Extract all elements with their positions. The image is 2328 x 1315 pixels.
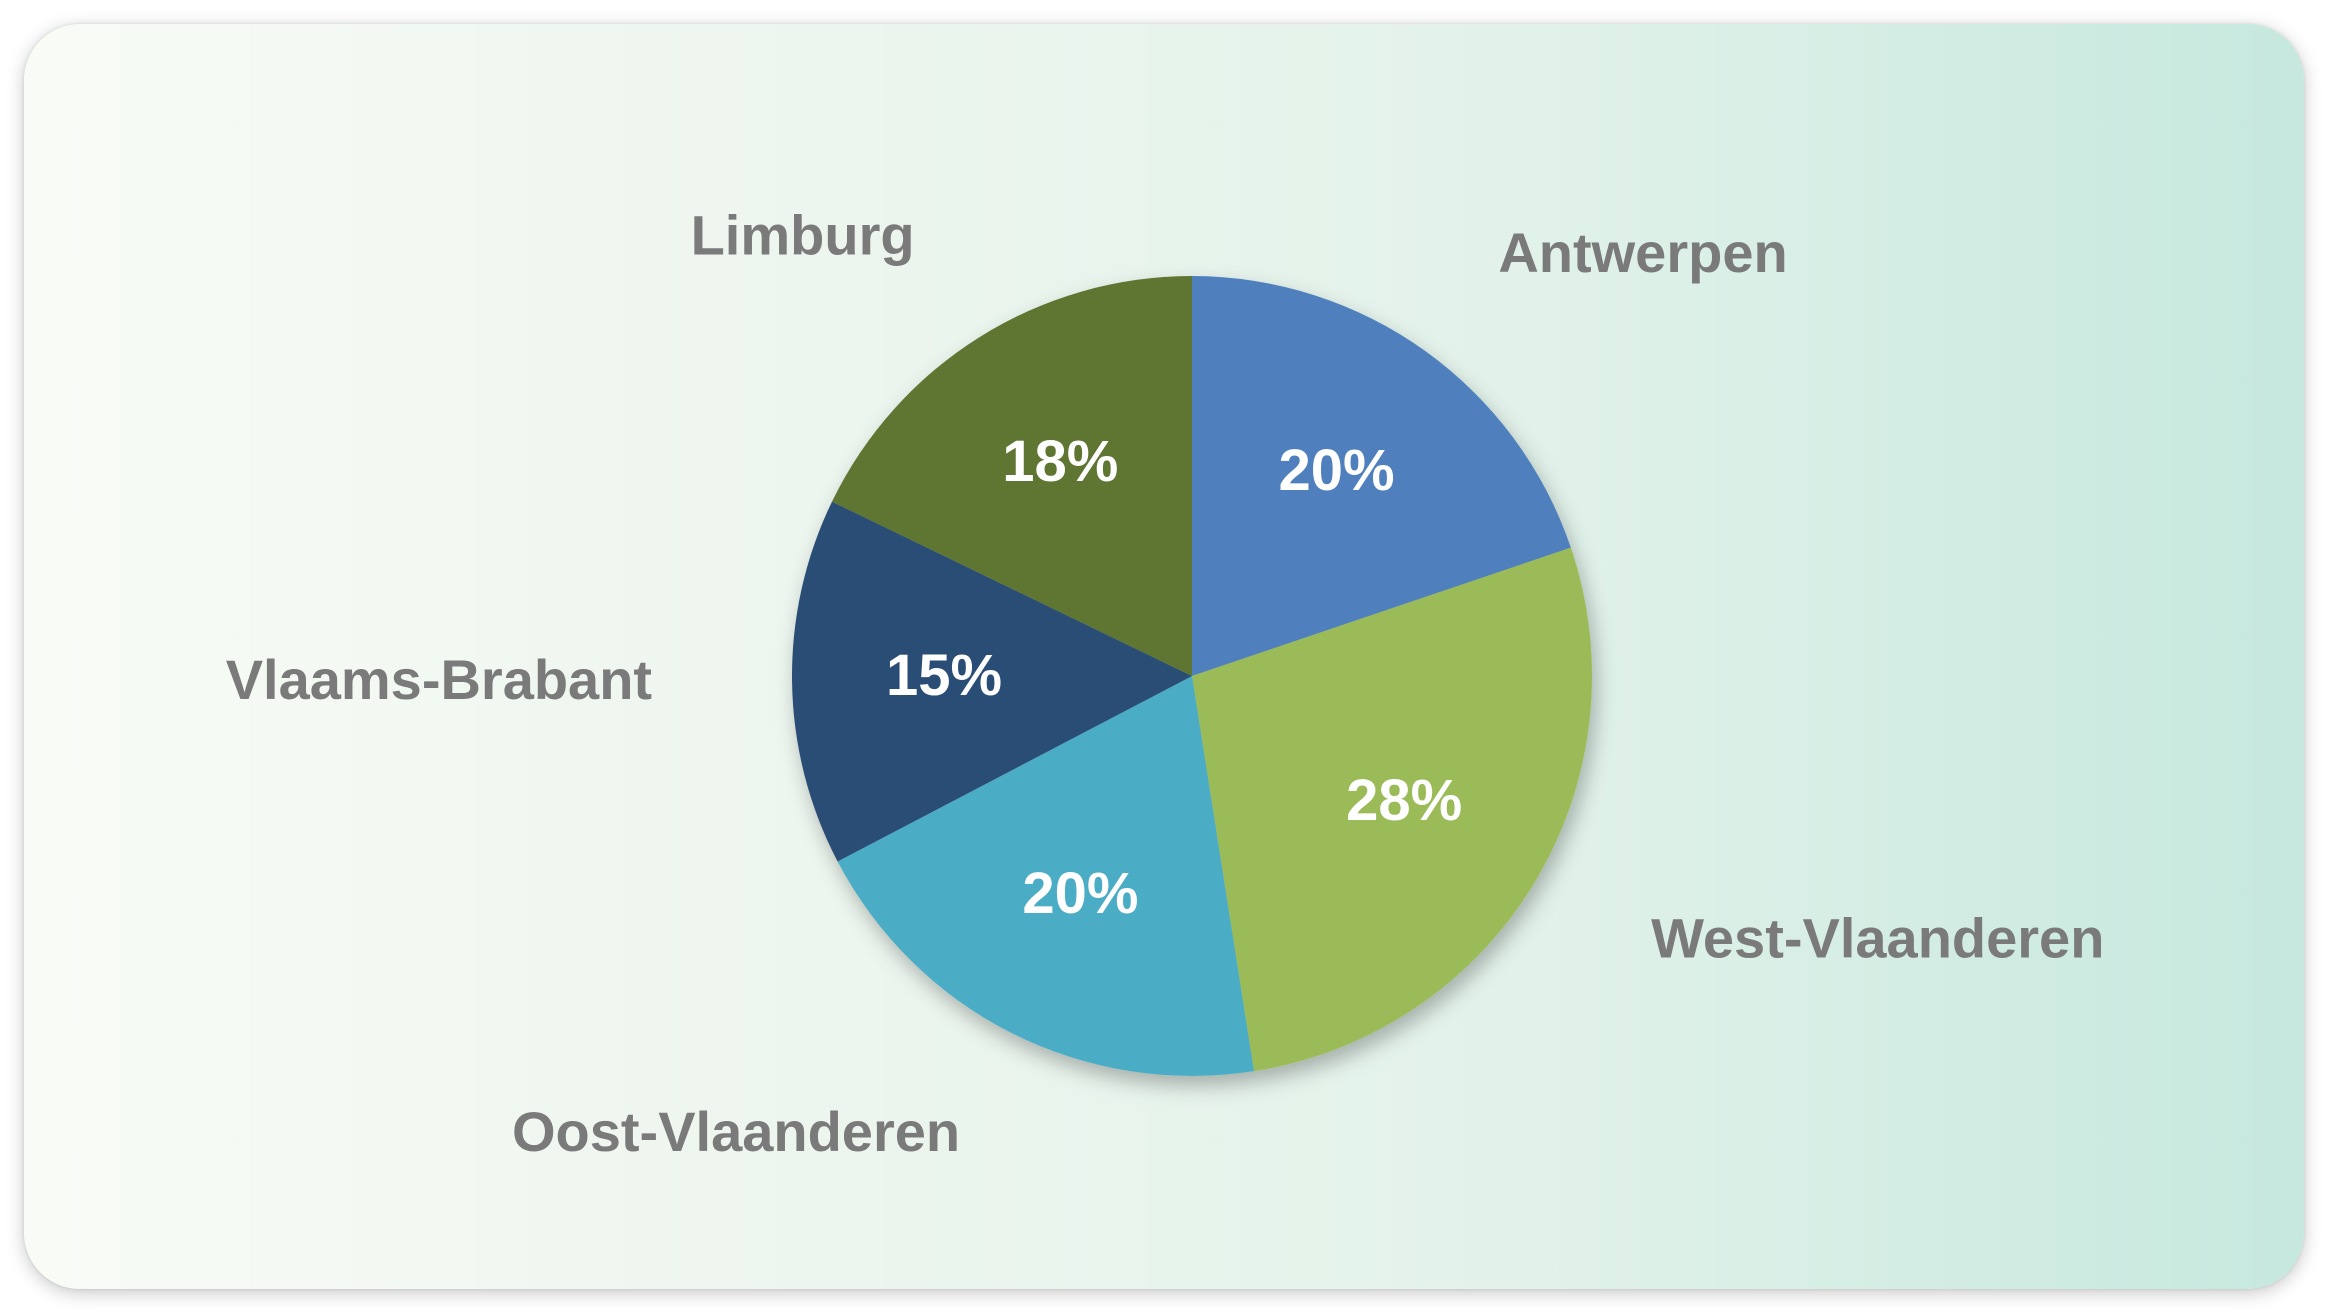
slice-value-label: 15% bbox=[886, 643, 1002, 708]
category-label: Vlaams-Brabant bbox=[226, 648, 652, 711]
pie-slice-antwerpen bbox=[1192, 276, 1571, 676]
slice-value-label: 20% bbox=[1022, 861, 1138, 926]
pie-slice-vlaams-brabant bbox=[792, 501, 1192, 862]
slice-value-label: 20% bbox=[1278, 438, 1394, 503]
category-label: Antwerpen bbox=[1498, 221, 1787, 284]
category-label: Oost-Vlaanderen bbox=[512, 1100, 960, 1163]
pie-slice-limburg bbox=[831, 276, 1192, 676]
slice-value-label: 18% bbox=[1002, 429, 1118, 494]
category-label: Limburg bbox=[691, 203, 915, 266]
pie-slice-west-vlaanderen bbox=[1192, 547, 1593, 1072]
slice-value-label: 28% bbox=[1346, 768, 1462, 833]
pie-slice-oost-vlaanderen bbox=[837, 676, 1254, 1076]
category-label: West-Vlaanderen bbox=[1651, 907, 2104, 970]
